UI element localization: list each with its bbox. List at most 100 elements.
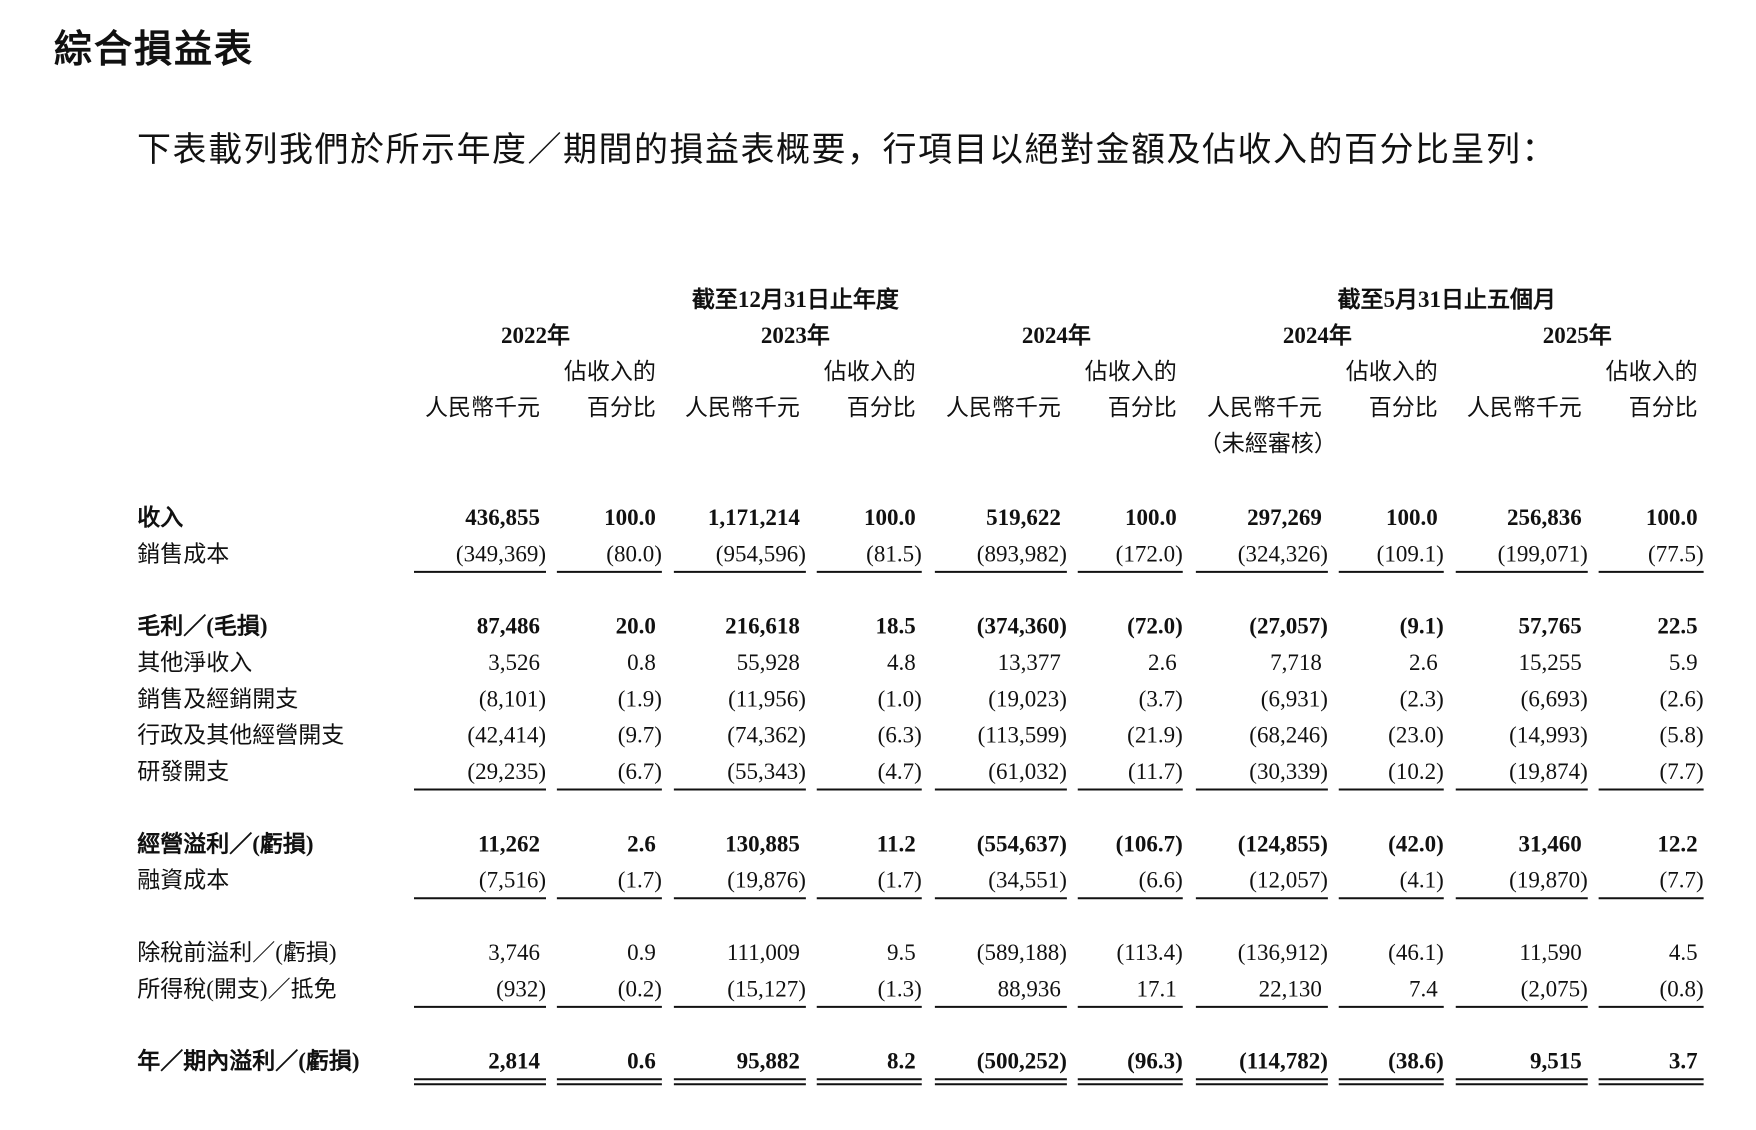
pct-cell: 100.0 [1646,505,1698,530]
pct-cell: (1.0) [878,686,922,711]
row-label: 年／期內溢利／(虧損) [137,1048,359,1074]
amount-cell: (136,912) [1238,940,1328,965]
pct-cell: 11.2 [877,831,916,856]
amount-cell: (6,931) [1261,686,1328,711]
amount-cell: 3,526 [488,650,540,675]
amount-cell: 1,171,214 [708,505,801,530]
pct-cell: (6.7) [618,759,662,784]
pct-cell: (0.2) [618,976,662,1001]
pct-header: 佔收入的 [1346,359,1438,384]
amount-cell: 216,618 [725,614,800,639]
pct-cell: (9.7) [618,723,662,748]
pct-cell: 8.2 [887,1049,916,1074]
pct-cell: 100.0 [604,505,656,530]
pct-cell: 12.2 [1657,831,1697,856]
pct-cell: (11.7) [1128,759,1183,784]
pct-header: 百分比 [1629,395,1698,420]
pct-cell: (4.7) [878,759,922,784]
pct-header: 佔收入的 [1606,359,1698,384]
pct-cell: (2.3) [1400,686,1444,711]
amount-header: 人民幣千元 [946,395,1061,420]
amount-cell: 87,486 [477,614,540,639]
pct-cell: 4.8 [887,650,916,675]
amount-cell: (2,075) [1521,976,1588,1001]
pct-header: 佔收入的 [824,359,916,384]
amount-header: 人民幣千元 [425,395,540,420]
amount-cell: (113,599) [978,723,1067,748]
pct-cell: (4.1) [1400,868,1444,893]
pct-cell: 0.8 [627,650,656,675]
pct-cell: 2.6 [1409,650,1438,675]
amount-cell: 111,009 [727,940,800,965]
amount-cell: (74,362) [727,723,806,748]
amount-cell: 88,936 [998,976,1061,1001]
pct-header: 百分比 [1108,395,1177,420]
pct-cell: (6.3) [878,723,922,748]
pct-cell: 7.4 [1409,976,1438,1001]
row-label: 所得稅(開支)／抵免 [137,976,336,1001]
amount-cell: 130,885 [725,831,800,856]
pct-cell: (7.7) [1660,759,1704,784]
heading: 綜合損益表 [54,29,255,71]
amount-cell: (954,596) [716,541,806,566]
amount-cell: 15,255 [1519,650,1582,675]
amount-cell: 3,746 [488,940,540,965]
row-label: 收入 [137,504,183,530]
year-header: 2025年 [1543,322,1612,348]
row-label: 除稅前溢利／(虧損) [137,940,336,965]
group-header: 截至12月31日止年度 [692,286,900,312]
group-header: 截至5月31日止五個月 [1338,287,1557,312]
amount-cell: (11,956) [728,686,806,711]
amount-cell: 95,882 [737,1049,800,1074]
pct-cell: 3.7 [1669,1049,1698,1074]
pct-cell: 5.9 [1669,650,1698,675]
pct-cell: (106.7) [1116,831,1183,856]
pct-header: 佔收入的 [564,359,656,384]
row-label: 行政及其他經營開支 [137,723,344,748]
amount-header: 人民幣千元 [685,395,800,420]
pct-cell: (3.7) [1139,686,1183,711]
amount-cell: (349,369) [456,541,546,566]
amount-cell: (554,637) [977,831,1067,856]
pct-cell: (109.1) [1377,541,1444,566]
year-header: 2023年 [761,322,830,348]
pct-cell: (81.5) [866,541,922,566]
amount-cell: (114,782) [1239,1049,1328,1074]
amount-cell: (932) [496,976,546,1001]
pct-cell: 100.0 [864,505,916,530]
pct-cell: 2.6 [627,831,656,856]
row-label: 毛利／(毛損) [137,613,267,639]
amount-cell: (8,101) [479,686,546,711]
pct-header: 百分比 [587,395,656,420]
amount-cell: (124,855) [1238,831,1328,856]
amount-cell: (19,870) [1509,868,1588,893]
amount-cell: 31,460 [1519,831,1582,856]
row-label: 經營溢利／(虧損) [137,830,313,856]
row-label: 其他淨收入 [137,650,252,675]
pct-header: 佔收入的 [1085,359,1177,384]
intro-paragraph: 下表載列我們於所示年度／期間的損益表概要，行項目以絕對金額及佔收入的百分比呈列： [137,132,1557,169]
amount-cell: (199,071) [1498,541,1588,566]
amount-cell: (500,252) [977,1049,1067,1074]
amount-cell: 7,718 [1270,650,1322,675]
amount-cell: (55,343) [727,759,806,784]
amount-cell: (29,235) [467,759,546,784]
amount-cell: (324,326) [1238,541,1328,566]
pct-cell: (72.0) [1127,614,1183,639]
pct-cell: (80.0) [606,541,662,566]
pct-cell: 100.0 [1386,505,1438,530]
row-label: 銷售成本 [137,541,229,566]
amount-cell: (6,693) [1521,686,1588,711]
pct-cell: (9.1) [1400,614,1444,639]
pct-cell: (38.6) [1388,1049,1444,1074]
amount-cell: (27,057) [1249,614,1328,639]
pct-cell: 22.5 [1657,614,1697,639]
amount-cell: (34,551) [988,868,1067,893]
pct-cell: (0.8) [1660,976,1704,1001]
amount-cell: (12,057) [1249,868,1328,893]
pct-cell: (10.2) [1388,759,1444,784]
amount-cell: 2,814 [488,1049,540,1074]
amount-cell: 436,855 [465,505,540,530]
amount-cell: 11,590 [1519,940,1581,965]
pct-cell: 9.5 [887,940,916,965]
